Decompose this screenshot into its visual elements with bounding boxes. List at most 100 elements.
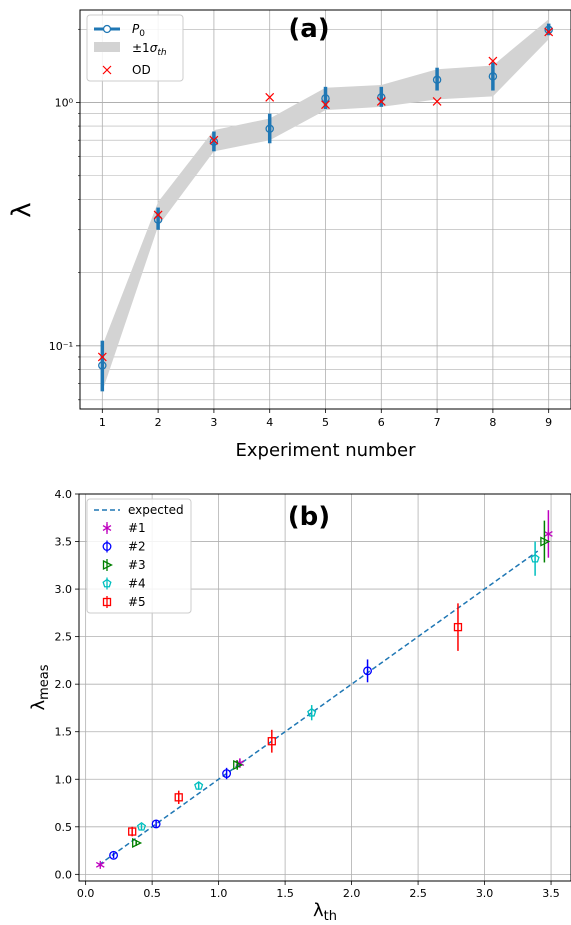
series3-point xyxy=(233,759,244,771)
od-point xyxy=(432,97,442,106)
legend-series4-marker xyxy=(102,578,112,588)
legend-series3-marker xyxy=(102,559,113,571)
legend-p0-marker xyxy=(102,24,112,34)
p0-point xyxy=(432,75,442,85)
y-tick-label: 3.0 xyxy=(55,583,73,596)
p0-point xyxy=(209,137,219,146)
x-tick-label: 2.0 xyxy=(343,887,361,900)
y-tick-label: 1.5 xyxy=(55,726,73,739)
x-axis-subscript: th xyxy=(324,909,337,924)
x-tick-label: 6 xyxy=(378,416,385,429)
x-axis-label: Experiment number xyxy=(236,440,417,461)
od-point xyxy=(209,135,219,145)
x-axis-symbol: λ xyxy=(313,900,324,921)
panel-a-chart: 1 2 3 4 5 6 7 8 9 10⁻¹ 10⁰ Experiment number λ (a) P0 ±… xyxy=(7,9,571,461)
legend-series5-marker xyxy=(102,597,112,607)
legend-band-prefix: ±1 xyxy=(132,41,150,55)
x-tick-label: 0.5 xyxy=(143,887,161,900)
legend-series4-label: #4 xyxy=(128,577,146,591)
panel-label-b: (b) xyxy=(288,502,330,532)
y-tick-label: 2.5 xyxy=(55,631,73,644)
legend-band-label: ±1σth xyxy=(132,41,167,58)
legend-series1-marker xyxy=(102,524,112,532)
legend-series2-marker xyxy=(102,542,112,551)
x-tick-label: 4 xyxy=(266,416,273,429)
y-tick-label: 10⁻¹ xyxy=(49,340,73,353)
legend-series2-label: #2 xyxy=(128,540,146,554)
legend-expected-label: expected xyxy=(128,503,184,517)
x-tick-label: 3.0 xyxy=(476,887,494,900)
legend-box xyxy=(86,498,192,614)
legend-band-subscript: th xyxy=(157,48,167,58)
legend-a: P0 ±1σth OD xyxy=(86,14,184,82)
series2-point xyxy=(151,819,161,829)
od-point xyxy=(97,352,107,362)
series4-point xyxy=(194,781,204,790)
od-point xyxy=(265,92,275,102)
series2-point xyxy=(109,850,119,860)
y-tick-label: 2.0 xyxy=(55,678,73,691)
y-tick-label: 0.5 xyxy=(55,821,73,834)
x-tick-label: 1.5 xyxy=(276,887,294,900)
p0-point xyxy=(153,215,163,224)
y-tick-label: 4.0 xyxy=(55,488,73,501)
y-tick-label: 3.5 xyxy=(55,536,73,549)
series5-point xyxy=(267,737,276,746)
od-point xyxy=(544,27,554,37)
x-tick-label: 2 xyxy=(155,416,162,429)
series5-point xyxy=(174,793,183,802)
p0-point xyxy=(488,72,498,81)
p0-point xyxy=(544,25,553,35)
legend-p0-symbol: P xyxy=(132,22,140,36)
panel-label-a: (a) xyxy=(288,14,329,44)
x-tick-label: 7 xyxy=(434,416,441,429)
y-axis-subscript: meas xyxy=(37,664,52,700)
p0-point xyxy=(321,94,330,103)
plot-frame xyxy=(78,493,571,882)
series3-point xyxy=(132,837,143,849)
y-axis-label: λ xyxy=(7,202,37,217)
y-axis-symbol: λ xyxy=(28,700,49,711)
legend-od-marker xyxy=(102,65,112,75)
series4-point xyxy=(530,553,540,563)
x-tick-label: 1 xyxy=(99,416,106,429)
x-tick-label: 8 xyxy=(489,416,496,429)
y-axis-label: λmeas xyxy=(28,664,52,710)
panel-b-chart: 0.0 0.5 1.0 1.5 2.0 2.5 3.0 3.5 0.0 0.5 1.0 1.5 2.0 2… xyxy=(28,488,571,924)
legend-od-label: OD xyxy=(132,63,151,77)
series3-point xyxy=(540,536,551,547)
legend-p0-subscript: 0 xyxy=(139,29,145,39)
series1-point xyxy=(95,860,105,869)
p0-point xyxy=(265,124,274,134)
y-tick-label: 1.0 xyxy=(55,773,73,786)
series4-point xyxy=(307,707,317,717)
legend-b: expected #1 #2 #3 #4 #5 xyxy=(86,498,192,614)
series5-point xyxy=(453,622,463,632)
od-point xyxy=(376,97,386,106)
od-point xyxy=(488,56,498,66)
legend-p0-label: P0 xyxy=(132,22,145,39)
x-tick-label: 3.5 xyxy=(542,887,560,900)
legend-series3-label: #3 xyxy=(128,558,146,572)
series2-point xyxy=(222,769,232,779)
od-point xyxy=(321,100,330,110)
x-tick-label: 5 xyxy=(322,416,329,429)
x-axis-label: λth xyxy=(313,900,337,924)
x-tick-label: 9 xyxy=(545,416,552,429)
y-tick-label: 0.0 xyxy=(55,868,73,881)
series2-point xyxy=(363,666,373,676)
legend-band-sigma: σ xyxy=(150,41,158,55)
series4-point xyxy=(136,821,147,831)
legend-series5-label: #5 xyxy=(128,595,146,609)
expected-line xyxy=(98,550,539,866)
od-point xyxy=(153,210,163,220)
x-tick-label: 3 xyxy=(210,416,217,429)
legend-box xyxy=(86,14,184,82)
series1-point xyxy=(544,529,553,538)
y-tick-label: 10⁰ xyxy=(55,97,74,110)
p0-point xyxy=(98,361,107,370)
legend-band-swatch xyxy=(94,42,120,52)
legend-series1-label: #1 xyxy=(128,521,146,535)
x-tick-label: 1.0 xyxy=(210,887,228,900)
